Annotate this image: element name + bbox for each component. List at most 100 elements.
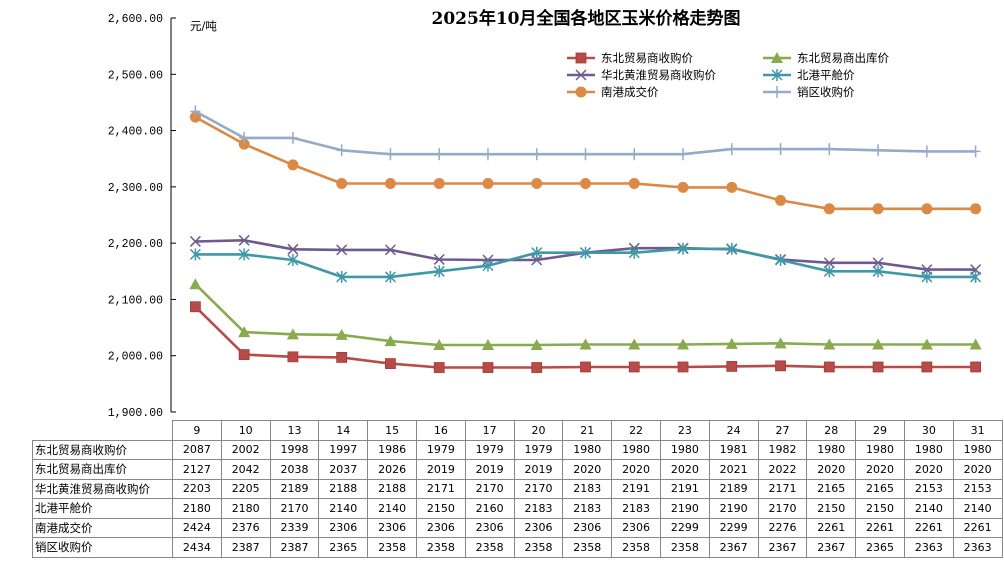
data-point [677, 181, 689, 193]
data-point [238, 326, 251, 338]
data-label: 2188 [367, 478, 417, 499]
data-point [433, 177, 445, 189]
data-point [385, 148, 396, 161]
data-label: 1980 [952, 439, 1003, 460]
data-point [872, 361, 884, 373]
data-label: 2367 [806, 537, 857, 558]
axes: 2,600.00 2,500.00 2,400.00 2,300.00 2,200.00… [108, 13, 176, 420]
data-label: 2261 [806, 517, 857, 538]
data-label: 2358 [415, 537, 466, 558]
x-category-label: 9 [172, 420, 222, 441]
data-point [774, 337, 787, 349]
series-2 [189, 278, 982, 351]
row-series-label: 东北贸易商收购价 [32, 439, 173, 460]
data-label: 2022 [757, 459, 808, 480]
data-point [872, 265, 884, 278]
data-label: 2276 [757, 517, 808, 538]
data-label: 2020 [659, 459, 710, 480]
data-label: 2203 [172, 478, 222, 499]
data-point [286, 328, 299, 340]
data-point [678, 148, 689, 161]
data-label: 2306 [367, 517, 417, 538]
data-point [336, 144, 347, 157]
data-label: 2153 [903, 478, 954, 499]
y-tick-label: 2,100.00 [108, 294, 163, 307]
data-point [481, 339, 494, 351]
data-label: 1979 [513, 439, 564, 460]
legend-item: 北港平舱价 [763, 68, 855, 82]
data-point [970, 203, 982, 215]
legend-label: 东北贸易商收购价 [601, 51, 693, 65]
data-label: 2299 [659, 517, 710, 538]
data-point [677, 361, 689, 373]
y-axis-unit-label: 元/吨 [190, 19, 217, 33]
series-layer [189, 105, 982, 373]
data-point [872, 203, 884, 215]
data-label: 2261 [855, 517, 905, 538]
x-category-label: 21 [562, 420, 613, 441]
data-label: 2165 [806, 478, 857, 499]
data-point [433, 253, 445, 265]
series-line [194, 305, 976, 369]
data-label: 2363 [903, 537, 954, 558]
data-label: 2150 [415, 498, 466, 519]
x-category-label: 17 [464, 420, 515, 441]
series-line [194, 115, 976, 211]
data-label: 1981 [708, 439, 759, 460]
data-point [189, 248, 201, 261]
data-point [531, 246, 543, 259]
data-label: 2180 [220, 498, 271, 519]
data-label: 2180 [172, 498, 222, 519]
table-row: 北港平舱价 2180 2180 2170 2140 2140 2150 2160 2183 218… [32, 498, 1003, 519]
data-label: 2037 [318, 459, 369, 480]
x-category-label: 22 [611, 420, 661, 441]
data-label: 2358 [562, 537, 613, 558]
data-point [823, 265, 835, 278]
data-label: 1986 [367, 439, 417, 460]
data-label: 2087 [172, 439, 222, 460]
legend-item: 东北贸易商出库价 [763, 51, 889, 65]
data-label: 2042 [220, 459, 271, 480]
data-label: 1980 [855, 439, 905, 460]
data-label: 2021 [708, 459, 759, 480]
row-series-label: 南港成交价 [32, 517, 173, 538]
data-label: 1998 [269, 439, 320, 460]
data-label: 2299 [708, 517, 759, 538]
data-label: 2189 [269, 478, 320, 499]
data-point [384, 270, 396, 283]
data-label: 2020 [562, 459, 613, 480]
legend-marker [575, 86, 587, 98]
data-point [239, 131, 250, 144]
y-tick-label: 2,400.00 [108, 126, 163, 139]
data-point [433, 362, 445, 373]
data-point [969, 338, 982, 350]
legend-item: 东北贸易商收购价 [567, 51, 693, 65]
table-row: 东北贸易商出库价 2127 2042 2038 2037 2026 2019 2019 2019… [32, 459, 1003, 480]
y-tick-label: 2,600.00 [108, 13, 163, 26]
x-category-label: 14 [318, 420, 369, 441]
legend-label: 南港成交价 [601, 85, 659, 99]
data-label: 2367 [757, 537, 808, 558]
data-label: 2038 [269, 459, 320, 480]
data-point [580, 361, 591, 373]
data-point [433, 339, 446, 351]
data-label: 2140 [903, 498, 954, 519]
data-point [531, 362, 543, 373]
data-label: 2170 [757, 498, 808, 519]
data-label: 2358 [464, 537, 515, 558]
data-point [824, 143, 835, 156]
data-label: 2183 [562, 498, 613, 519]
data-label: 2306 [318, 517, 369, 538]
data-point [287, 243, 299, 255]
data-point [873, 144, 884, 157]
data-point [726, 361, 738, 372]
data-point [775, 360, 786, 372]
chart-title: 2025年10月全国各地区玉米价格走势图 [432, 8, 741, 29]
legend-item: 销区收购价 [763, 85, 855, 99]
data-label: 2153 [952, 478, 1003, 499]
data-label: 2170 [513, 478, 564, 499]
legend-marker [771, 69, 783, 81]
table-row: 销区收购价 2434 2387 2387 2365 2358 2358 2358 2358 235… [32, 537, 1003, 558]
data-point [628, 177, 640, 189]
